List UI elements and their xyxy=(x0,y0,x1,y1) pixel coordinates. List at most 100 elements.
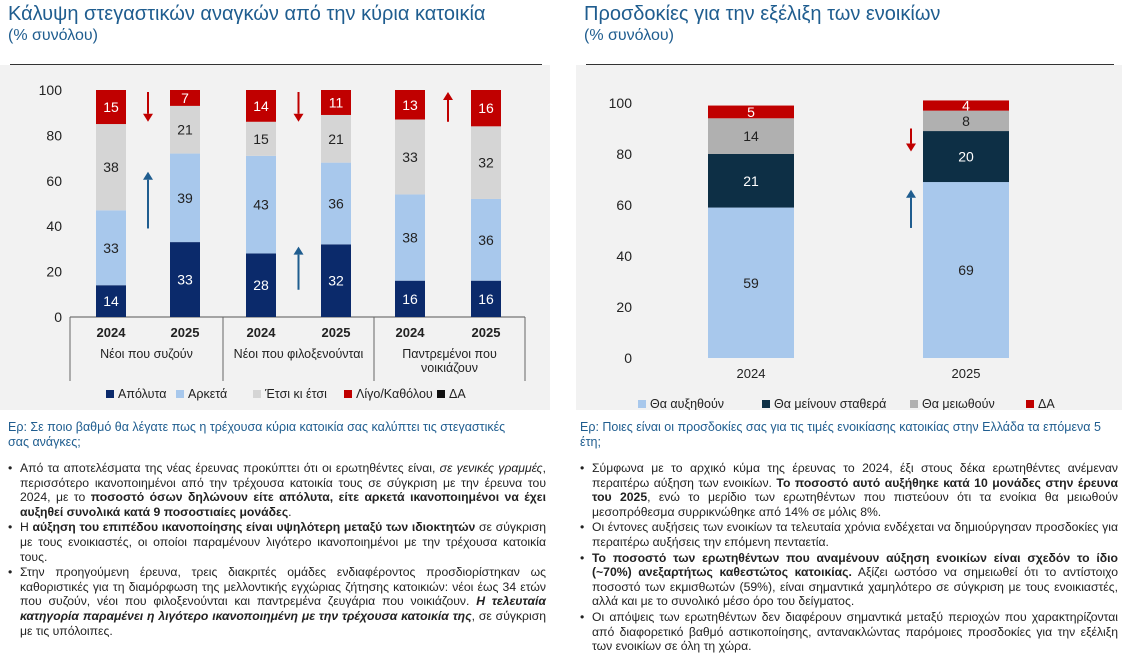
housing-needs-chart: 0 20 40 60 80 100 14 33 38 15 2024 33 39 21 7 2025 28 43 1… xyxy=(39,82,526,401)
bar-segment-αρκετά xyxy=(246,155,276,254)
bar-segment-αρκετά xyxy=(395,194,425,281)
bar-segment-απόλυτα xyxy=(395,280,425,317)
legend-label: Απόλυτα xyxy=(118,387,166,401)
data-label: 16 xyxy=(478,291,494,307)
legend-swatch xyxy=(344,390,352,398)
data-label: 11 xyxy=(329,94,344,110)
bar-segment-λίγο-καθόλου xyxy=(246,90,276,122)
legend-swatch xyxy=(638,400,646,408)
bar-segment-λίγο-καθόλου xyxy=(170,90,200,106)
bullet-text: Από τα αποτελέσματα της νέας έρευνας προ… xyxy=(20,461,440,475)
change-arrow-up xyxy=(143,171,153,229)
bar-segment-θα-αυξηθούν xyxy=(708,207,794,358)
left-panel: Κάλυψη στεγαστικών αναγκών από την κύρια… xyxy=(0,0,550,672)
right-bullet-list: Σύμφωνα με το αρχικό κύμα της έρευνας το… xyxy=(578,461,1118,655)
bar-segment-λίγο-καθόλου xyxy=(321,90,351,115)
change-arrow-up xyxy=(906,189,916,228)
data-label: 21 xyxy=(743,173,759,189)
bullet-text: σε γενικές γραμμές xyxy=(439,461,543,475)
legend-swatch xyxy=(176,390,184,398)
right-bullet: Το ποσοστό των ερωτηθέντων που αναμένουν… xyxy=(578,551,1118,609)
legend-swatch xyxy=(253,390,261,398)
legend-label: ΔΑ xyxy=(449,387,466,401)
bar-segment-έτσι-κι-έτσι xyxy=(471,126,501,199)
left-chart-area: 0 20 40 60 80 100 14 33 38 15 2024 33 39 21 7 2025 28 43 1… xyxy=(0,65,550,410)
data-label: 43 xyxy=(253,197,269,213)
bullet-text: Το ποσοστό των ερωτηθέντων που αναμένουν… xyxy=(592,550,1118,580)
data-label: 33 xyxy=(103,240,119,256)
data-label: 21 xyxy=(328,131,344,147)
bullet-text: . xyxy=(288,504,292,519)
bullet-text: Η xyxy=(20,520,33,535)
bar-segment-απόλυτα xyxy=(96,285,126,317)
bar-segment-λίγο-καθόλου xyxy=(96,90,126,125)
bar-segment-δα xyxy=(923,100,1009,111)
right-chart-area: 0 20 40 60 80 100 59 21 14 5 2024 69 20 8 4 2025 Θα αυξη… xyxy=(576,65,1122,410)
data-label: 39 xyxy=(177,190,193,206)
legend-label: Θα μειωθούν xyxy=(922,397,995,410)
legend-label: ΔΑ xyxy=(1038,397,1055,410)
data-label: 69 xyxy=(958,262,974,278)
bar-segment-αρκετά xyxy=(321,162,351,245)
legend-swatch xyxy=(762,400,770,408)
data-label: 32 xyxy=(328,273,344,289)
data-label: 5 xyxy=(747,104,755,120)
bar-segment-θα-μείνουν-σταθερά xyxy=(708,154,794,208)
bar-segment-έτσι-κι-έτσι xyxy=(395,119,425,195)
bar-segment-απόλυτα xyxy=(471,280,501,317)
group-label: Νέοι που συζούν xyxy=(100,347,193,361)
x-tick-label: 2025 xyxy=(472,325,501,340)
legend-label: Θα μείνουν σταθερά xyxy=(774,397,886,410)
data-label: 14 xyxy=(743,128,759,144)
bar-segment-έτσι-κι-έτσι xyxy=(321,114,351,163)
data-label: 8 xyxy=(962,113,970,129)
data-label: 16 xyxy=(478,100,494,116)
left-chart-subtitle: (% συνόλου) xyxy=(8,27,98,44)
data-label: 33 xyxy=(402,149,418,165)
data-label: 38 xyxy=(103,159,119,175)
y-tick-label: 0 xyxy=(54,309,62,325)
x-tick-label: 2025 xyxy=(322,325,351,340)
bullet-text: , ενώ το μερίδιο των ερωτηθέντων που πισ… xyxy=(592,490,1118,519)
bar-segment-θα-μειωθούν xyxy=(708,118,794,154)
right-bullet: Οι απόψεις των ερωτηθέντων δεν διαφέρουν… xyxy=(578,610,1118,654)
change-arrow-up xyxy=(293,246,304,290)
data-label: 59 xyxy=(743,275,759,291)
left-chart-title: Κάλυψη στεγαστικών αναγκών από την κύρια… xyxy=(8,3,486,25)
bar-segment-έτσι-κι-έτσι xyxy=(246,121,276,156)
bullet-text: Σύμφωνα με το αρχικό κύμα της έρευνας το… xyxy=(592,461,1118,490)
x-tick-label: 2025 xyxy=(171,325,200,340)
y-tick-label: 100 xyxy=(609,95,633,111)
change-arrow-down xyxy=(143,92,153,122)
bullet-text: Οι απόψεις των ερωτηθέντων δεν διαφέρουν… xyxy=(592,609,1118,654)
data-label: 15 xyxy=(253,131,269,147)
y-tick-label: 100 xyxy=(39,82,63,98)
bar-segment-έτσι-κι-έτσι xyxy=(170,105,200,154)
bullet-text: , περισσότερο ικανοποιημένοι από την τρέ… xyxy=(20,461,546,505)
y-tick-label: 40 xyxy=(46,218,62,234)
y-tick-label: 80 xyxy=(616,146,632,162)
group-label: Παντρεμένοι που xyxy=(402,347,497,361)
right-bullet: Σύμφωνα με το αρχικό κύμα της έρευνας το… xyxy=(578,461,1118,519)
data-label: 7 xyxy=(181,90,189,106)
bullet-text: ποσοστό όσων δηλώνουν είτε απόλυτα, είτε… xyxy=(20,490,546,519)
bar-segment-λίγο-καθόλου xyxy=(395,90,425,120)
x-tick-label: 2024 xyxy=(396,325,426,340)
y-tick-label: 40 xyxy=(616,248,632,264)
rent-expectations-chart: 0 20 40 60 80 100 59 21 14 5 2024 69 20 84 2025 Θα αυξη… xyxy=(609,95,1056,410)
data-label: 16 xyxy=(402,291,418,307)
bullet-text: Η τελευταία κατηγορία παραμένει η λιγότε… xyxy=(20,594,546,623)
data-label: 4 xyxy=(962,98,970,114)
bar-segment-θα-αυξηθούν xyxy=(923,182,1009,358)
legend-swatch xyxy=(1026,400,1034,408)
bullet-text: Στην προηγούμενη έρευνα, τρεις διακριτές… xyxy=(20,565,546,609)
right-chart-title: Προσδοκίες για την εξέλιξη των ενοικίων xyxy=(584,3,941,25)
legend-label: Έτσι κι έτσι xyxy=(264,387,327,401)
data-label: 20 xyxy=(958,149,974,165)
bar-segment-απόλυτα xyxy=(170,242,200,317)
bar-segment-δα xyxy=(708,105,794,119)
data-label: 21 xyxy=(177,122,193,138)
bar-segment-αρκετά xyxy=(170,153,200,243)
group-label: νοικιάζουν xyxy=(421,361,478,375)
group-label: Νέοι που φιλοξενούνται xyxy=(234,347,364,361)
